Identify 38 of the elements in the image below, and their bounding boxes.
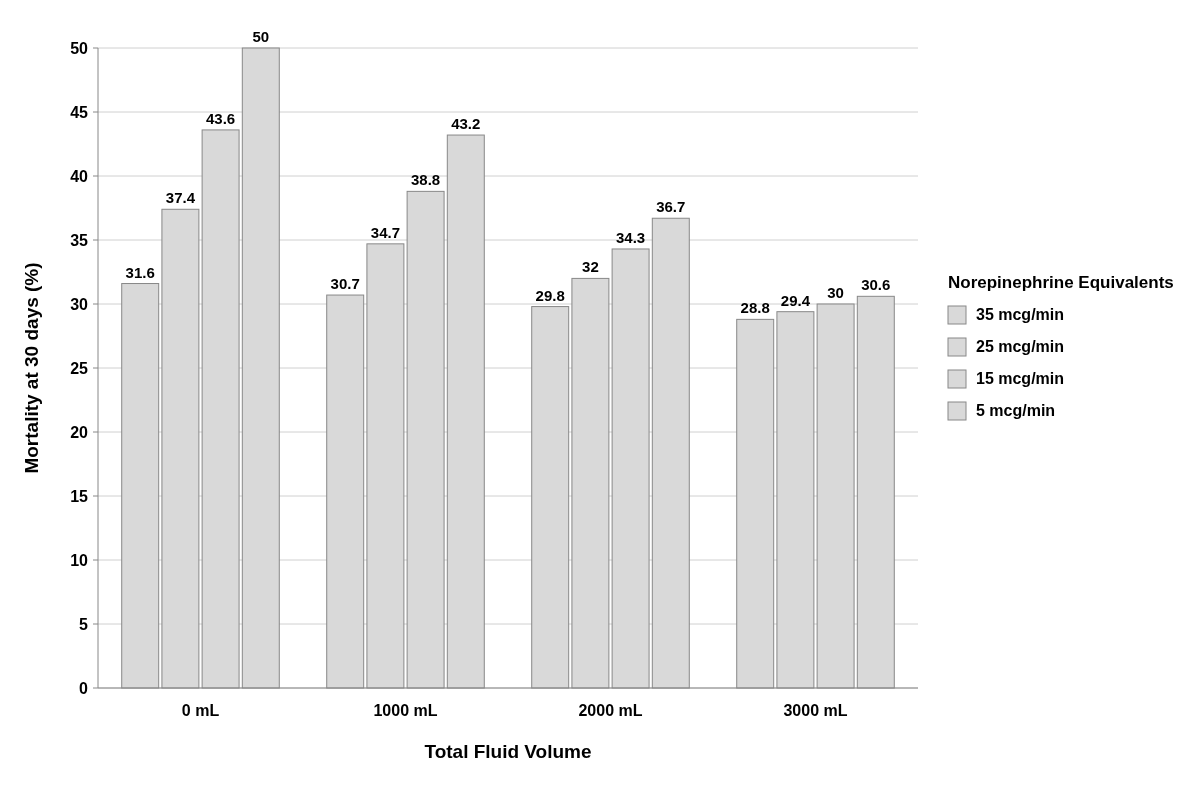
x-tick-label: 2000 mL (578, 702, 643, 719)
legend-label: 5 mcg/min (976, 402, 1056, 419)
legend-label: 35 mcg/min (976, 306, 1065, 323)
data-label: 32 (582, 258, 599, 276)
y-axis-title: Mortality at 30 days (%) (21, 262, 42, 474)
y-tick-label: 15 (70, 487, 89, 505)
legend-label: 15 mcg/min (976, 370, 1065, 387)
y-tick-label: 35 (70, 231, 89, 249)
x-tick-label: 3000 mL (783, 702, 848, 719)
y-tick-label: 50 (70, 39, 89, 57)
y-tick-label: 20 (70, 423, 89, 441)
y-tick-label: 5 (79, 615, 89, 633)
y-tick-label: 10 (70, 551, 89, 569)
legend-label: 25 mcg/min (976, 338, 1065, 355)
data-label: 34.3 (616, 228, 646, 246)
data-label: 43.2 (451, 115, 481, 133)
y-tick-label: 45 (70, 103, 89, 121)
data-label: 43.6 (206, 109, 236, 127)
data-label: 28.8 (740, 299, 770, 317)
y-tick-label: 30 (70, 295, 89, 313)
data-label: 31.6 (125, 263, 155, 281)
data-label: 29.4 (780, 291, 811, 309)
data-label: 30.7 (330, 275, 360, 293)
y-tick-label: 25 (70, 359, 89, 377)
x-tick-label: 1000 mL (373, 702, 438, 719)
data-label: 50 (252, 28, 270, 45)
data-label: 29.8 (535, 286, 565, 304)
data-label: 34.7 (370, 223, 400, 241)
legend-title: Norepinephrine Equivalents (948, 273, 1174, 292)
y-tick-label: 0 (79, 679, 89, 697)
data-label: 37.4 (165, 189, 196, 207)
data-label: 36.7 (656, 198, 686, 216)
data-label: 30.6 (861, 276, 891, 294)
x-tick-label: 0 mL (181, 702, 220, 719)
y-tick-label: 40 (70, 167, 89, 185)
x-axis-title: Total Fluid Volume (424, 741, 592, 762)
data-label: 30 (827, 284, 844, 301)
data-label: 38.8 (411, 171, 441, 189)
